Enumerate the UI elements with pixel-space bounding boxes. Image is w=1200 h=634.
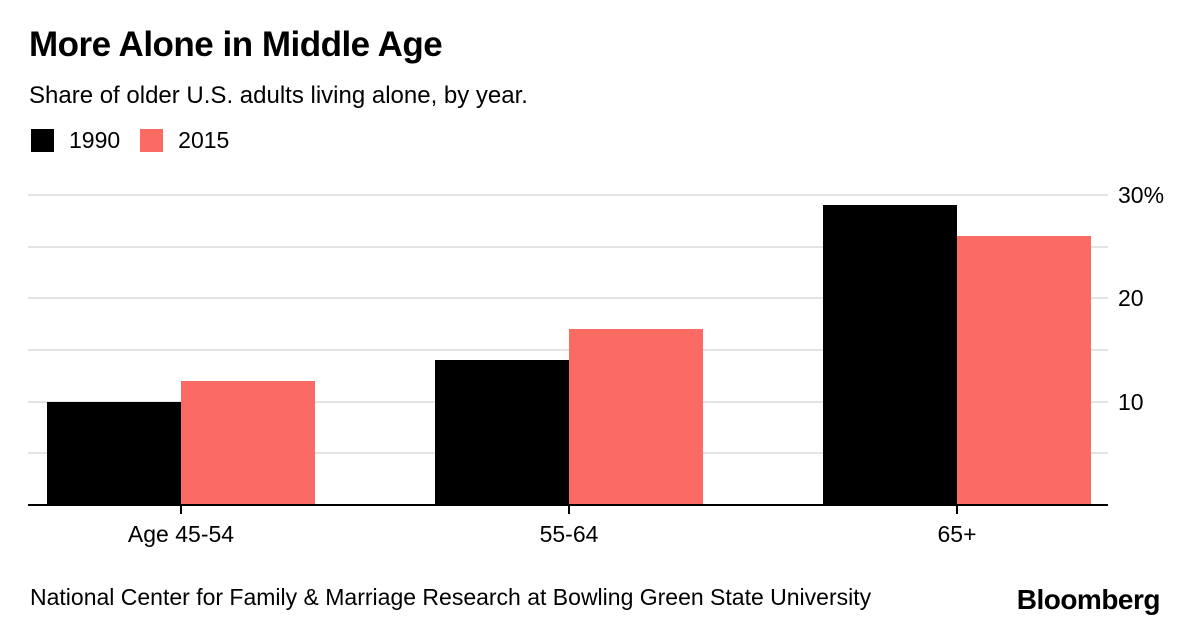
legend-swatch-2015 — [140, 129, 164, 152]
legend-label-1990: 1990 — [69, 127, 121, 153]
x-tick-1 — [180, 506, 182, 514]
x-label-3: 65+ — [937, 521, 977, 547]
y-label-10: 10 — [1118, 388, 1144, 415]
x-tick-2 — [568, 506, 570, 514]
plot-area: Age 45-54 55-64 65+ 10 20 30% — [28, 180, 1164, 580]
gridline-25 — [28, 245, 1108, 248]
bar-2015-age-45-54 — [181, 381, 315, 505]
x-label-2: 55-64 — [539, 521, 599, 547]
bar-1990-age-45-54 — [47, 401, 181, 505]
chart-title: More Alone in Middle Age — [29, 25, 443, 64]
legend-item-1990: 1990 — [31, 129, 120, 152]
legend-label-2015: 2015 — [178, 127, 230, 153]
gridline-20 — [28, 297, 1108, 300]
legend-item-2015: 2015 — [140, 129, 229, 152]
bloomberg-logo: Bloomberg — [1016, 584, 1161, 615]
y-label-20: 20 — [1118, 285, 1144, 312]
x-label-1: Age 45-54 — [127, 521, 235, 547]
y-label-30: 30% — [1118, 182, 1165, 208]
bar-2015-65- — [957, 236, 1091, 505]
chart-subtitle: Share of older U.S. adults living alone,… — [29, 82, 528, 109]
gridline-15 — [28, 349, 1108, 351]
bar-1990-55-64 — [435, 360, 569, 505]
source-credit: National Center for Family & Marriage Re… — [30, 584, 872, 610]
legend: 1990 2015 — [31, 129, 249, 152]
bar-1990-65- — [823, 205, 957, 505]
gridline-30 — [28, 194, 1108, 196]
bar-2015-55-64 — [569, 329, 703, 505]
x-axis-line — [28, 504, 1108, 506]
legend-swatch-1990 — [31, 129, 54, 152]
x-tick-3 — [956, 506, 958, 514]
